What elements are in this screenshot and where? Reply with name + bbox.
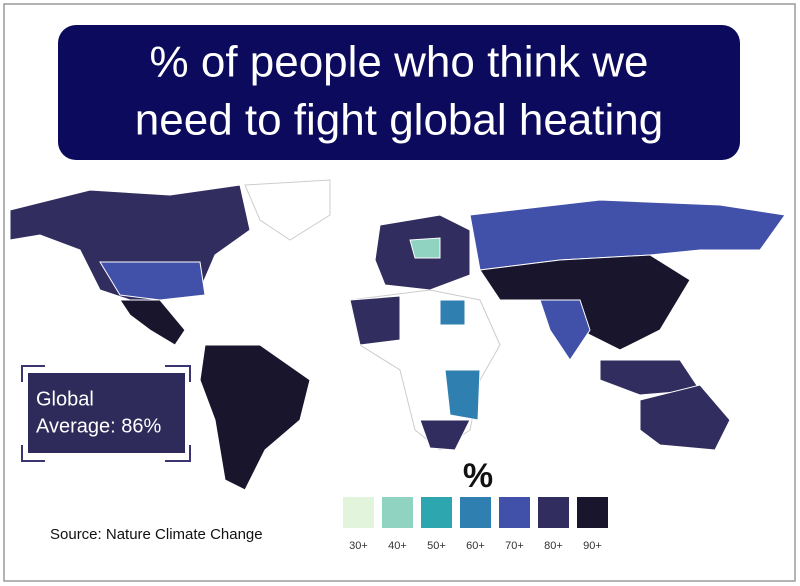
east-africa [444, 369, 481, 421]
legend-swatch [460, 497, 491, 528]
south-america [199, 344, 311, 491]
australia [639, 384, 731, 451]
legend-swatch [499, 497, 530, 528]
legend-label: 40+ [388, 540, 407, 552]
west-africa [349, 295, 401, 346]
india [539, 299, 591, 361]
world-map [9, 179, 786, 491]
title-line: % of people who think we [150, 38, 649, 87]
title-line: need to fight global heating [135, 96, 663, 145]
legend-label: 50+ [427, 540, 446, 552]
legend-swatch [343, 497, 374, 528]
source: Source: Nature Climate Change [50, 526, 263, 543]
poland [409, 237, 441, 259]
callout-box [28, 373, 185, 453]
south-africa [419, 419, 471, 451]
egypt [439, 299, 466, 326]
callout-text: Global [36, 388, 94, 410]
legend-swatch [538, 497, 569, 528]
legend-swatch [382, 497, 413, 528]
legend-swatch [577, 497, 608, 528]
greenland [244, 179, 331, 241]
legend-title: % [463, 457, 493, 495]
usa [99, 261, 206, 301]
legend-label: 90+ [583, 540, 602, 552]
legend: 30+ 40+ 50+ 60+ 70+ 80+ 90+ [343, 497, 608, 552]
legend-swatch [421, 497, 452, 528]
legend-label: 70+ [505, 540, 524, 552]
callout-bracket [21, 365, 191, 462]
mexico [119, 299, 186, 346]
legend-label: 30+ [349, 540, 368, 552]
legend-label: 60+ [466, 540, 485, 552]
title-box [58, 25, 740, 160]
asia [479, 254, 691, 351]
callout-text: Average: 86% [36, 415, 161, 437]
legend-label: 80+ [544, 540, 563, 552]
